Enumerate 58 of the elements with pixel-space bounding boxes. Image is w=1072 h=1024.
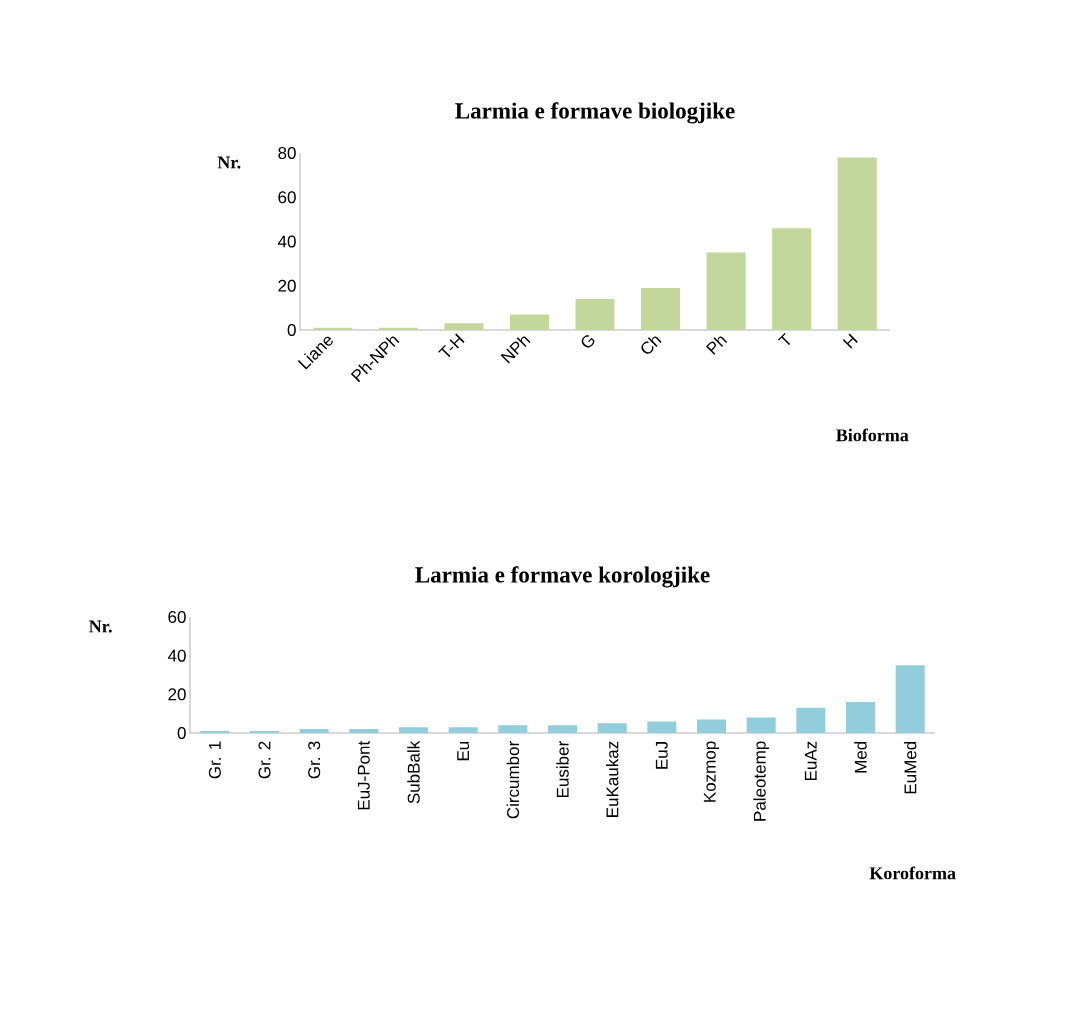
- x-tick-label: EuJ: [655, 742, 668, 769]
- bar: [575, 299, 615, 330]
- x-tick-label: T: [777, 332, 791, 346]
- x-tick-label: H: [842, 333, 858, 349]
- bar: [349, 729, 379, 733]
- x-tick-label: Paleotemp: [753, 741, 770, 821]
- x-tick-label: Gr. 3: [308, 741, 321, 779]
- x-tick-label: NPh: [500, 336, 531, 364]
- chart-title: Larmia e formave biologjike: [455, 102, 735, 124]
- bar: [378, 327, 418, 330]
- bar: [299, 729, 329, 733]
- y-tick-label: 40: [167, 649, 186, 662]
- x-tick-label: EuJ-Pont: [357, 740, 370, 810]
- bar: [509, 314, 549, 330]
- y-tick-label: 40: [277, 235, 296, 248]
- bar: [706, 252, 746, 330]
- bar: [597, 723, 627, 733]
- chart-title: Larmia e formave korologjike: [415, 566, 710, 588]
- x-tick-label: Eu: [457, 741, 470, 761]
- bar: [444, 323, 484, 330]
- bar: [772, 228, 812, 330]
- bar: [647, 721, 677, 733]
- x-tick-label: EuKaukaz: [605, 741, 619, 817]
- x-tick-label: Ph: [705, 336, 728, 355]
- x-tick-label: Ch: [641, 336, 662, 354]
- y-tick-label: 20: [278, 279, 296, 292]
- y-tick-label: 60: [168, 610, 186, 624]
- y-tick-label: 0: [287, 323, 296, 337]
- x-tick-label: Kozmop: [703, 741, 720, 802]
- bar: [846, 702, 875, 733]
- y-axis-title: Nr.: [217, 156, 241, 169]
- y-tick-label: 20: [168, 688, 186, 701]
- bar: [796, 707, 826, 733]
- x-tick-label: Gr. 1: [208, 741, 221, 779]
- x-tick-label: G: [581, 335, 595, 348]
- bar: [746, 717, 776, 733]
- x-tick-label: Gr. 2: [258, 741, 271, 779]
- x-tick-label: SubBalk: [407, 740, 420, 804]
- bar: [399, 727, 428, 733]
- x-tick-label: EuMed: [903, 741, 917, 794]
- x-tick-label: Circumbor: [506, 741, 520, 819]
- y-axis-title: Nr.: [89, 620, 112, 633]
- x-tick-label: Eusiber: [556, 741, 569, 798]
- x-tick-label: Med: [854, 741, 867, 773]
- y-tick-label: 80: [278, 146, 296, 160]
- bar: [498, 725, 528, 733]
- bar: [895, 665, 925, 733]
- bar: [548, 725, 577, 733]
- y-tick-label: 60: [278, 191, 296, 204]
- x-tick-label: EuAz: [804, 741, 817, 781]
- bar: [641, 287, 681, 330]
- bar: [697, 719, 726, 733]
- x-axis-title: Koroforma: [869, 866, 956, 880]
- bar: [448, 727, 478, 733]
- x-tick-label: T-H: [438, 333, 465, 358]
- bar: [837, 157, 877, 330]
- x-axis-title: Bioforma: [836, 428, 909, 442]
- y-tick-label: 0: [177, 726, 186, 740]
